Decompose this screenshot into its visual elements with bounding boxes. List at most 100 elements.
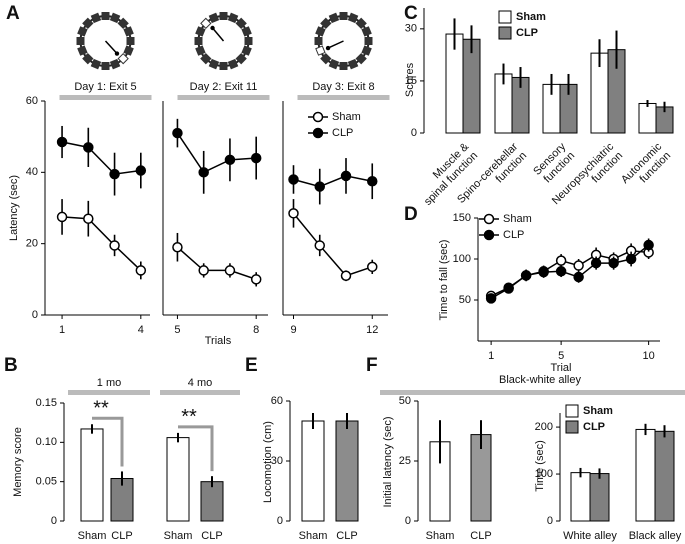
- x-tick-label: 5: [558, 350, 564, 362]
- group-bar: [160, 390, 240, 395]
- x-tick-label: Sham: [164, 530, 193, 542]
- data-point: [608, 257, 619, 269]
- maze-hole: [320, 17, 332, 29]
- bar: [301, 420, 325, 522]
- maze-hole: [194, 37, 203, 45]
- bar: [200, 481, 224, 522]
- maze-hole: [117, 53, 129, 65]
- maze-hole: [227, 12, 239, 24]
- y-axis-label: Scores: [404, 62, 416, 97]
- data-point: [367, 261, 378, 273]
- x-tick-label: CLP: [111, 530, 132, 542]
- y-tick-label: 40: [26, 166, 38, 178]
- panel-letter: E: [245, 355, 258, 376]
- x-tick-label: White alley: [563, 530, 617, 542]
- maze-hole: [200, 53, 212, 65]
- panel-letter: B: [4, 355, 18, 376]
- data-point: [340, 270, 352, 282]
- legend-label: CLP: [516, 27, 538, 39]
- x-tick-label: 1: [59, 324, 65, 336]
- data-point: [573, 271, 584, 283]
- maze-hole: [347, 58, 359, 70]
- x-tick-label: Sham: [78, 530, 107, 542]
- y-tick-label: 100: [453, 253, 471, 265]
- bar: [462, 38, 481, 134]
- maze-hole: [82, 53, 94, 65]
- data-point: [250, 152, 262, 164]
- legend-marker: [483, 213, 495, 225]
- legend-label: Sham: [516, 11, 546, 23]
- x-tick-label: Autonomicfunction: [619, 140, 674, 195]
- data-point: [288, 174, 299, 185]
- maze-hole: [355, 53, 367, 65]
- data-point: [643, 239, 654, 251]
- x-tick-label: Black alley: [629, 530, 682, 542]
- bar: [335, 420, 359, 522]
- subplot-title: Day 3: Exit 8: [312, 81, 374, 93]
- maze-hole: [90, 58, 102, 70]
- maze-icon: [314, 12, 373, 70]
- data-point: [503, 283, 514, 294]
- maze-icon: [194, 12, 253, 70]
- series-line: [292, 212, 373, 277]
- significance-bracket: [178, 425, 214, 472]
- y-tick-label: 50: [459, 294, 471, 306]
- legend-swatch: [498, 26, 512, 40]
- subplot-title: Day 2: Exit 11: [190, 81, 258, 93]
- subplot-title: Day 1: Exit 5: [74, 81, 136, 93]
- maze-arrow: [327, 40, 344, 49]
- y-axis-label: Initial latency (sec): [382, 416, 394, 507]
- y-tick-label: 25: [399, 455, 411, 467]
- y-tick-label: 0: [547, 515, 553, 527]
- maze-arrowhead: [114, 51, 120, 56]
- data-point: [288, 208, 299, 219]
- x-tick-label: 10: [643, 350, 655, 362]
- data-point: [135, 265, 147, 276]
- maze-arrowhead: [325, 45, 331, 51]
- maze-hole: [361, 45, 372, 56]
- y-tick-label: 0: [277, 515, 283, 527]
- data-point: [56, 211, 68, 223]
- maze-hole: [90, 12, 102, 24]
- significance-bracket: [92, 416, 124, 467]
- maze-arrow: [211, 27, 225, 42]
- panel-letter: C: [404, 3, 418, 24]
- panel-letter: A: [6, 3, 20, 24]
- bar: [80, 428, 104, 522]
- maze-hole: [355, 17, 367, 29]
- legend-label: CLP: [503, 229, 524, 241]
- series-line: [176, 246, 257, 281]
- legend-marker: [312, 111, 324, 123]
- data-point: [56, 136, 68, 148]
- data-point: [625, 253, 637, 265]
- y-tick-label: 30: [405, 23, 417, 35]
- x-tick-label: 12: [366, 324, 378, 336]
- panel-letter: F: [366, 355, 378, 376]
- maze-hole: [328, 12, 340, 24]
- x-tick-label: 5: [174, 324, 180, 336]
- x-tick-label: Sham: [299, 530, 328, 542]
- maze-hole: [241, 45, 252, 56]
- x-axis-label: Trials: [205, 335, 232, 347]
- data-point: [520, 270, 532, 281]
- maze-hole: [314, 37, 323, 45]
- legend-marker: [483, 229, 495, 241]
- data-point: [367, 176, 378, 187]
- section-header: Black-white alley: [499, 374, 581, 386]
- legend-label: Sham: [503, 213, 532, 225]
- maze-hole: [320, 53, 332, 65]
- data-point: [135, 165, 147, 176]
- maze-hole: [195, 26, 206, 37]
- x-axis-label: Trial: [551, 362, 572, 374]
- data-point: [172, 127, 183, 139]
- legend-label: Sham: [332, 111, 361, 123]
- y-tick-label: 50: [399, 395, 411, 407]
- data-point: [555, 255, 567, 266]
- series-line: [293, 175, 373, 188]
- y-tick-label: 0: [411, 127, 417, 139]
- maze-hole: [109, 12, 121, 24]
- x-tick-label: CLP: [470, 530, 491, 542]
- data-point: [172, 241, 183, 253]
- maze-hole: [227, 58, 239, 70]
